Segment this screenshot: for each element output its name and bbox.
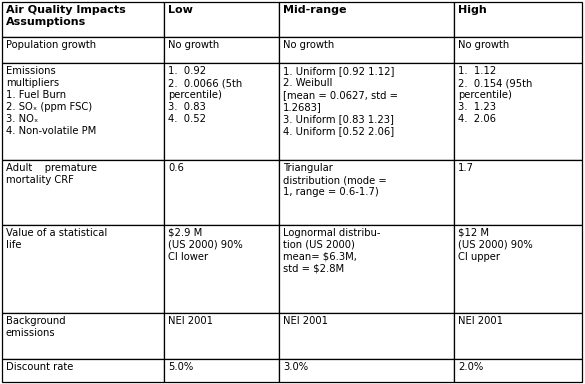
Bar — [164, 313, 279, 359]
Text: Population growth: Population growth — [6, 40, 96, 50]
Text: 1.7: 1.7 — [458, 163, 474, 173]
Bar — [454, 160, 582, 225]
Bar — [164, 2, 279, 37]
Text: No growth: No growth — [458, 40, 510, 50]
Bar — [454, 359, 582, 382]
Bar — [454, 37, 582, 63]
Text: NEI 2001: NEI 2001 — [458, 316, 503, 326]
Bar — [279, 2, 454, 37]
Bar — [454, 225, 582, 313]
Bar — [279, 160, 454, 225]
Bar — [2, 313, 164, 359]
Bar — [164, 37, 279, 63]
Text: 2.0%: 2.0% — [458, 362, 483, 372]
Text: NEI 2001: NEI 2001 — [168, 316, 213, 326]
Text: Triangular
distribution (mode =
1, range = 0.6-1.7): Triangular distribution (mode = 1, range… — [283, 163, 387, 197]
Bar — [454, 63, 582, 160]
Text: 5.0%: 5.0% — [168, 362, 193, 372]
Text: Background
emissions: Background emissions — [6, 316, 66, 338]
Text: High: High — [458, 5, 487, 15]
Bar — [164, 160, 279, 225]
Bar — [279, 225, 454, 313]
Text: $12 M
(US 2000) 90%
CI upper: $12 M (US 2000) 90% CI upper — [458, 228, 533, 262]
Bar — [164, 225, 279, 313]
Text: Adult    premature
mortality CRF: Adult premature mortality CRF — [6, 163, 97, 185]
Text: Discount rate: Discount rate — [6, 362, 73, 372]
Text: 1. Uniform [0.92 1.12]
2. Weibull
[mean = 0.0627, std =
1.2683]
3. Uniform [0.83: 1. Uniform [0.92 1.12] 2. Weibull [mean … — [283, 66, 398, 136]
Bar — [279, 63, 454, 160]
Text: Emissions
multipliers
1. Fuel Burn
2. SOₓ (ppm FSC)
3. NOₓ
4. Non-volatile PM: Emissions multipliers 1. Fuel Burn 2. SO… — [6, 66, 97, 136]
Text: Mid-range: Mid-range — [283, 5, 346, 15]
Text: Value of a statistical
life: Value of a statistical life — [6, 228, 107, 250]
Bar — [279, 359, 454, 382]
Text: 0.6: 0.6 — [168, 163, 184, 173]
Bar — [454, 313, 582, 359]
Text: 1.  1.12
2.  0.154 (95th
percentile)
3.  1.23
4.  2.06: 1. 1.12 2. 0.154 (95th percentile) 3. 1.… — [458, 66, 532, 124]
Text: Air Quality Impacts
Assumptions: Air Quality Impacts Assumptions — [6, 5, 126, 27]
Text: No growth: No growth — [168, 40, 219, 50]
Bar — [2, 225, 164, 313]
Text: No growth: No growth — [283, 40, 334, 50]
Bar — [279, 37, 454, 63]
Text: Low: Low — [168, 5, 193, 15]
Text: 1.  0.92
2.  0.0066 (5th
percentile)
3.  0.83
4.  0.52: 1. 0.92 2. 0.0066 (5th percentile) 3. 0.… — [168, 66, 242, 124]
Bar — [2, 63, 164, 160]
Bar — [2, 359, 164, 382]
Text: $2.9 M
(US 2000) 90%
CI lower: $2.9 M (US 2000) 90% CI lower — [168, 228, 243, 262]
Bar — [164, 63, 279, 160]
Bar — [2, 37, 164, 63]
Bar — [454, 2, 582, 37]
Text: NEI 2001: NEI 2001 — [283, 316, 328, 326]
Text: Lognormal distribu-
tion (US 2000)
mean= $6.3M,
std = $2.8M: Lognormal distribu- tion (US 2000) mean=… — [283, 228, 380, 274]
Bar — [2, 160, 164, 225]
Bar — [279, 313, 454, 359]
Bar — [164, 359, 279, 382]
Text: 3.0%: 3.0% — [283, 362, 308, 372]
Bar — [2, 2, 164, 37]
